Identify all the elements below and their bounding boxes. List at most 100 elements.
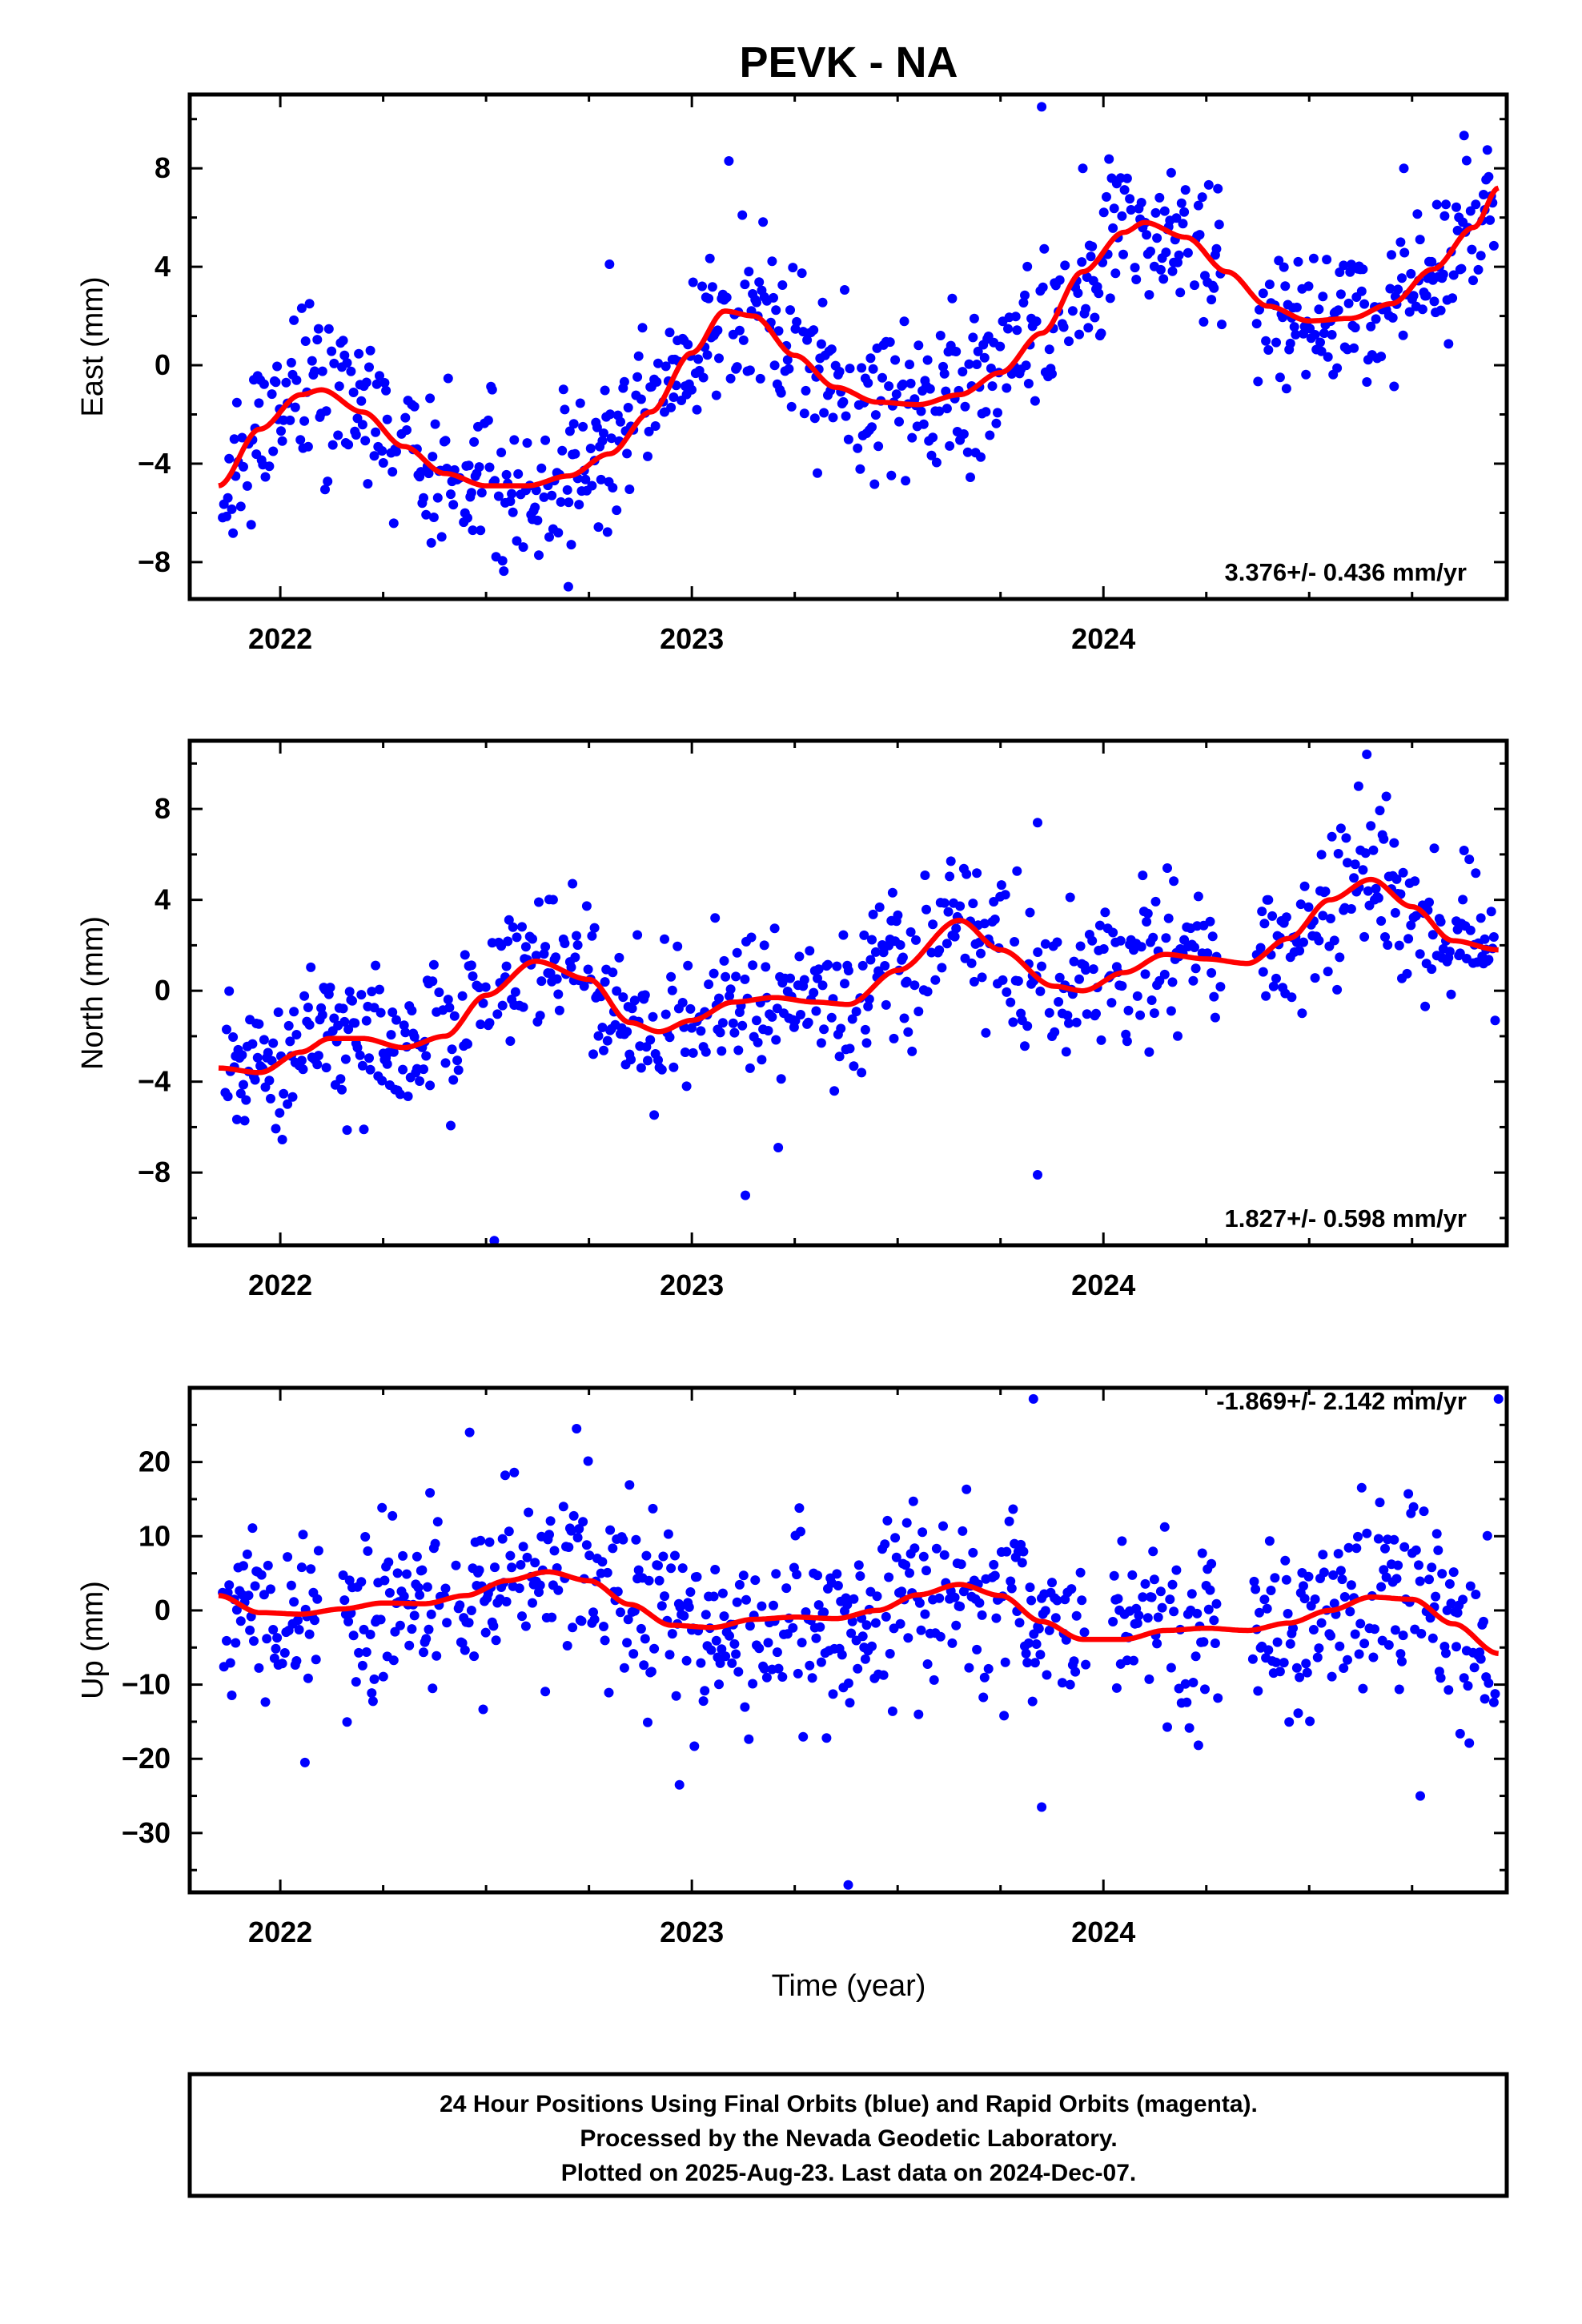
- data-point-outlier: [1033, 818, 1042, 828]
- up-model-fit-line: [218, 1569, 1500, 1656]
- data-point: [834, 1051, 845, 1062]
- data-point: [1310, 330, 1320, 340]
- data-point: [771, 1035, 781, 1045]
- data-point: [289, 315, 299, 325]
- data-point: [600, 385, 610, 396]
- data-point: [354, 348, 364, 359]
- data-point: [356, 990, 367, 1000]
- data-point: [1054, 997, 1064, 1007]
- data-point: [1192, 1608, 1203, 1618]
- data-point: [400, 412, 411, 423]
- data-point: [363, 479, 373, 489]
- data-point: [880, 1539, 890, 1550]
- data-point: [1091, 1008, 1101, 1019]
- data-point: [1251, 319, 1262, 329]
- data-point: [731, 1649, 741, 1659]
- up-panel: -1.869+/- 2.142 mm/yr Up (mm) −30 −20 −10 0…: [76, 1385, 1509, 1948]
- data-point: [1456, 263, 1467, 274]
- data-point: [692, 1572, 702, 1582]
- data-point: [1395, 237, 1406, 247]
- data-point: [1158, 274, 1169, 284]
- data-point: [886, 470, 897, 480]
- data-point: [1322, 255, 1332, 265]
- data-point: [1081, 1659, 1091, 1670]
- data-point: [277, 1659, 287, 1669]
- data-point: [1375, 806, 1385, 816]
- data-point: [945, 440, 955, 451]
- data-point: [1006, 1576, 1016, 1586]
- data-point: [1155, 1586, 1166, 1597]
- data-point: [347, 995, 357, 1006]
- y-tick-label: −30: [122, 1816, 171, 1849]
- data-point: [899, 1013, 909, 1023]
- data-point: [444, 1003, 455, 1013]
- data-point: [761, 1672, 772, 1683]
- data-point: [443, 373, 453, 384]
- x-tick-label: 2024: [1071, 1269, 1135, 1301]
- data-point: [1278, 312, 1288, 323]
- data-point: [449, 1011, 460, 1021]
- data-point: [1108, 223, 1118, 233]
- data-point: [490, 476, 500, 486]
- data-point: [469, 1651, 480, 1662]
- data-point: [884, 1572, 894, 1582]
- data-point: [913, 1709, 924, 1719]
- data-point: [1207, 931, 1218, 942]
- data-point: [843, 966, 853, 975]
- data-point: [1077, 257, 1087, 267]
- data-point: [1427, 256, 1437, 267]
- data-point: [1074, 329, 1084, 340]
- data-point: [522, 1552, 532, 1562]
- data-point: [966, 472, 975, 482]
- data-point: [346, 366, 356, 376]
- data-point: [457, 991, 468, 1001]
- data-point: [899, 316, 909, 327]
- data-point: [1335, 289, 1346, 300]
- data-point: [1026, 1595, 1037, 1606]
- data-point: [977, 972, 987, 983]
- data-point: [1115, 935, 1126, 946]
- data-point: [1484, 1678, 1494, 1688]
- east-velocity-label: 3.376+/- 0.436 mm/yr: [1225, 558, 1467, 586]
- data-point: [224, 453, 235, 464]
- data-point: [1376, 916, 1387, 926]
- data-point: [744, 267, 754, 277]
- data-point: [1360, 848, 1371, 858]
- data-point: [1442, 1605, 1452, 1615]
- data-point: [391, 1015, 401, 1025]
- data-point: [295, 435, 306, 445]
- data-point: [769, 923, 780, 934]
- data-point: [681, 1655, 692, 1666]
- data-point: [365, 1630, 375, 1639]
- data-point: [1167, 1579, 1178, 1590]
- data-point: [359, 1124, 369, 1135]
- data-point: [622, 1027, 632, 1037]
- data-point: [1299, 328, 1308, 339]
- data-point: [507, 489, 517, 499]
- data-point: [1281, 912, 1291, 923]
- data-point: [725, 373, 736, 384]
- data-point: [969, 313, 979, 324]
- x-tick-label: 2022: [248, 622, 312, 655]
- data-point: [1000, 890, 1010, 900]
- data-point: [1050, 1613, 1061, 1623]
- data-point: [1171, 213, 1182, 223]
- data-point: [532, 515, 543, 525]
- data-point: [816, 339, 826, 349]
- data-point: [1010, 312, 1021, 322]
- data-point: [1263, 1645, 1274, 1655]
- data-point: [1150, 896, 1161, 907]
- data-point: [813, 1570, 822, 1581]
- data-point: [1323, 352, 1333, 362]
- data-point: [646, 1667, 656, 1677]
- data-point: [267, 1055, 277, 1066]
- data-point: [941, 386, 951, 396]
- data-point: [1316, 346, 1327, 356]
- data-point: [323, 476, 333, 487]
- data-point: [981, 1027, 991, 1038]
- data-point: [312, 1059, 323, 1070]
- data-point: [761, 962, 771, 972]
- data-point: [859, 930, 869, 940]
- data-point: [794, 1503, 805, 1514]
- data-point: [371, 427, 381, 437]
